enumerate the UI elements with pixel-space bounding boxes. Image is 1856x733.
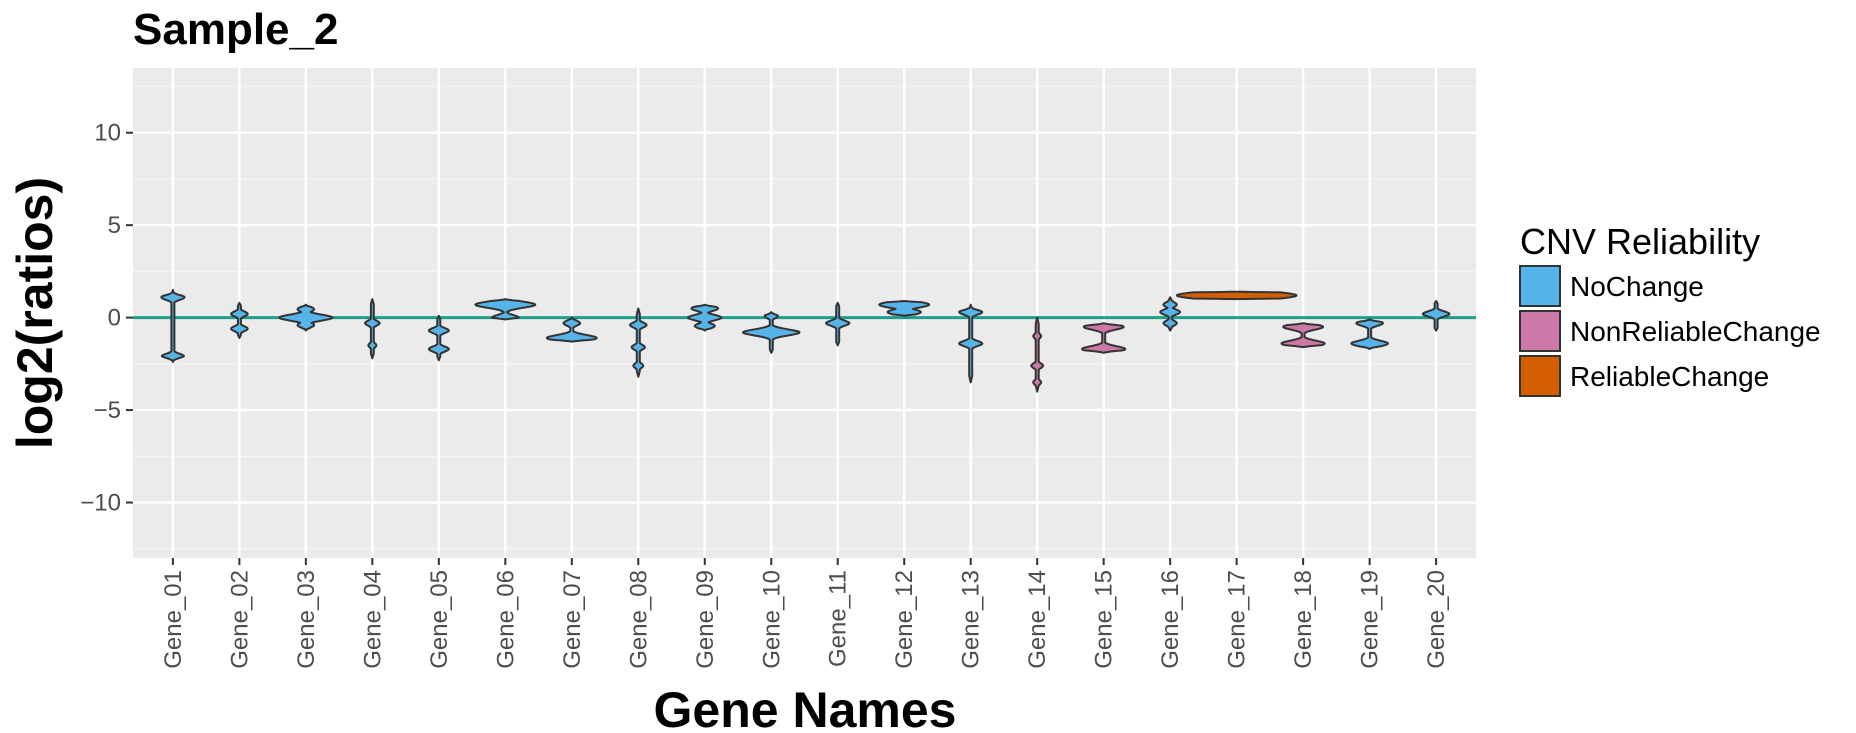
violin-gene-19	[1350, 318, 1389, 351]
legend-label: NoChange	[1570, 271, 1704, 302]
legend-swatch	[1519, 265, 1561, 307]
grid-minor	[133, 85, 1476, 550]
x-tick-label: Gene_06	[492, 570, 519, 669]
legend-label: ReliableChange	[1570, 361, 1769, 392]
x-tick-label: Gene_16	[1157, 570, 1184, 669]
violin-gene-11	[825, 301, 851, 347]
violin-gene-12	[878, 300, 931, 317]
y-axis-title: log2(ratios)	[7, 177, 63, 449]
violins-group	[160, 288, 1451, 393]
violin-gene-20	[1421, 300, 1451, 332]
y-tick-label: 10	[94, 120, 121, 147]
x-tick-label: Gene_17	[1224, 570, 1251, 669]
x-tick-label: Gene_13	[958, 570, 985, 669]
x-tick-label: Gene_10	[758, 570, 785, 669]
x-tick-label: Gene_05	[426, 570, 453, 669]
violin-gene-03	[278, 303, 334, 332]
y-axis: −10 −5 0 5 10	[80, 120, 133, 517]
x-tick-label: Gene_08	[625, 570, 652, 669]
plot-background	[133, 68, 1476, 558]
violin-gene-18	[1280, 322, 1326, 349]
violin-gene-06	[474, 298, 537, 321]
violin-gene-17	[1175, 290, 1298, 301]
legend-swatch	[1519, 355, 1561, 397]
legend-title: CNV Reliability	[1520, 221, 1760, 262]
y-tick-label: 5	[108, 212, 121, 239]
y-tick-label: 0	[108, 305, 121, 332]
x-tick-label: Gene_07	[559, 570, 586, 669]
violin-gene-10	[742, 311, 801, 354]
violin-gene-05	[427, 314, 450, 362]
violin-gene-15	[1081, 322, 1127, 354]
chart-title: Sample_2	[133, 5, 338, 54]
x-tick-label: Gene_18	[1290, 570, 1317, 669]
violin-gene-07	[545, 316, 598, 343]
violin-gene-01	[160, 288, 186, 363]
legend: CNV Reliability NoChange NonReliableChang…	[1519, 221, 1821, 397]
x-tick-label: Gene_12	[891, 570, 918, 669]
violin-gene-08	[629, 307, 648, 378]
x-axis-title: Gene Names	[654, 682, 957, 733]
legend-label: NonReliableChange	[1570, 316, 1821, 347]
legend-items: NoChange NonReliableChange ReliableChange	[1519, 265, 1821, 397]
x-axis: Gene_01 Gene_02 Gene_03 Gene_04 Gene_05 Gene_…	[160, 558, 1450, 669]
plot-panel	[133, 68, 1476, 558]
legend-swatch	[1519, 310, 1561, 352]
violin-gene-02	[230, 301, 249, 339]
x-tick-label: Gene_20	[1423, 570, 1450, 669]
x-tick-label: Gene_04	[359, 570, 386, 669]
x-tick-label: Gene_01	[160, 570, 187, 669]
violin-gene-04	[364, 298, 381, 360]
x-tick-label: Gene_11	[825, 570, 852, 667]
x-tick-label: Gene_03	[293, 570, 320, 669]
violin-gene-13	[958, 303, 984, 384]
x-tick-label: Gene_15	[1091, 570, 1118, 669]
x-tick-label: Gene_19	[1357, 570, 1384, 669]
y-tick-label: −10	[80, 490, 121, 517]
x-tick-label: Gene_09	[692, 570, 719, 669]
violin-gene-09	[687, 303, 723, 332]
x-tick-label: Gene_14	[1024, 570, 1051, 669]
violin-gene-16	[1159, 296, 1182, 332]
x-tick-label: Gene_02	[226, 570, 253, 669]
violin-gene-14	[1030, 316, 1045, 393]
y-tick-label: −5	[94, 397, 121, 424]
